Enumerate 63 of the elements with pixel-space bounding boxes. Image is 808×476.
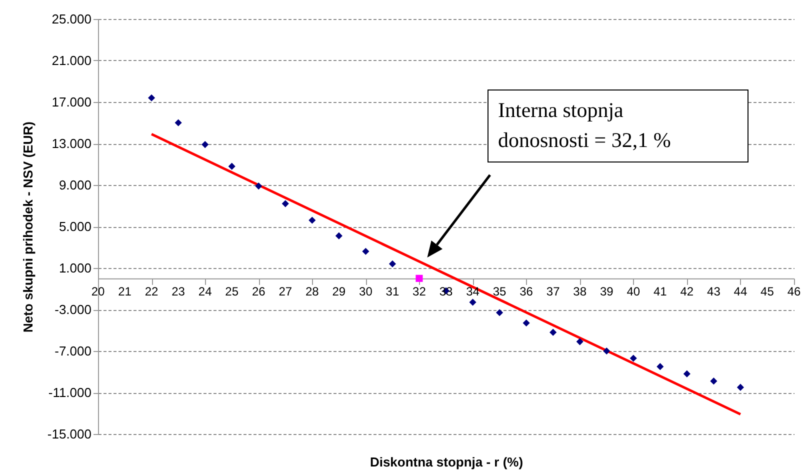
x-axis-title: Diskontna stopnja - r (%): [370, 454, 524, 470]
x-tick-label: 30: [359, 284, 373, 298]
x-tick-label: 37: [546, 284, 560, 298]
x-tick-label: 24: [198, 284, 212, 298]
point: [255, 182, 262, 190]
y-tick-label: -7.000: [54, 344, 92, 358]
x-tick-label: 39: [600, 284, 614, 298]
x-tick-label: 38: [573, 284, 587, 298]
x-tick-label: 44: [734, 284, 748, 298]
point: [522, 319, 530, 327]
point: [202, 141, 209, 148]
x-tick-label: 27: [278, 284, 292, 298]
point: [496, 309, 504, 316]
y-axis-title: Neto skupni prihodek - NSV (EUR): [20, 122, 36, 332]
x-tick-label: 23: [172, 284, 186, 298]
point: [710, 378, 718, 385]
y-tick-label: -11.000: [48, 385, 92, 400]
x-tick-label: 42: [680, 284, 694, 298]
x-tick-label: 43: [707, 284, 721, 298]
y-tick-label: 17.000: [52, 94, 92, 110]
x-tick-label: 32: [412, 284, 426, 298]
x-tick-label: 41: [653, 284, 668, 298]
x-tick-label: 31: [386, 284, 400, 298]
x-tick-label: 34: [466, 284, 480, 298]
point: [469, 298, 476, 306]
x-tick-label: 35: [492, 284, 507, 298]
y-tick-label: 21.000: [52, 53, 92, 68]
point: [656, 363, 664, 370]
point: [228, 162, 236, 170]
x-tick-label: 40: [626, 284, 640, 298]
point: [308, 216, 316, 224]
x-tick-label: 21: [118, 284, 132, 298]
point: [683, 370, 690, 378]
x-tick-label: 29: [332, 284, 346, 298]
x-tick-label: 20: [91, 284, 105, 298]
y-tick-label: -15.000: [47, 426, 92, 442]
point: [576, 338, 584, 346]
x-tick-label: 26: [252, 284, 266, 298]
point: [736, 384, 744, 391]
point: [388, 260, 396, 268]
point: [550, 328, 557, 336]
point: [416, 274, 423, 282]
point: [148, 94, 156, 102]
point: [362, 248, 370, 255]
point: [630, 354, 637, 362]
x-tick-label: 25: [225, 284, 239, 298]
x-tick-label: 46: [787, 284, 801, 298]
y-tick-label: 5.000: [58, 219, 92, 234]
point: [282, 200, 289, 208]
x-tick-label: 33: [439, 284, 453, 298]
y-tick-label: 1.000: [58, 260, 92, 276]
annotation: Interna stopnja donosnosti = 32,1 %: [498, 98, 671, 152]
y-tick-label: 25.000: [52, 12, 92, 26]
y-tick-label: 9.000: [58, 178, 92, 192]
point: [603, 347, 610, 355]
x-tick-label: 45: [760, 284, 774, 298]
x-tick-label: 36: [520, 284, 534, 298]
point: [174, 119, 182, 126]
y-tick-label: -3.000: [54, 302, 92, 317]
point: [335, 232, 342, 240]
x-tick-label: 22: [144, 284, 159, 298]
y-tick-label: 13.000: [52, 136, 92, 151]
x-tick-label: 28: [305, 284, 320, 298]
